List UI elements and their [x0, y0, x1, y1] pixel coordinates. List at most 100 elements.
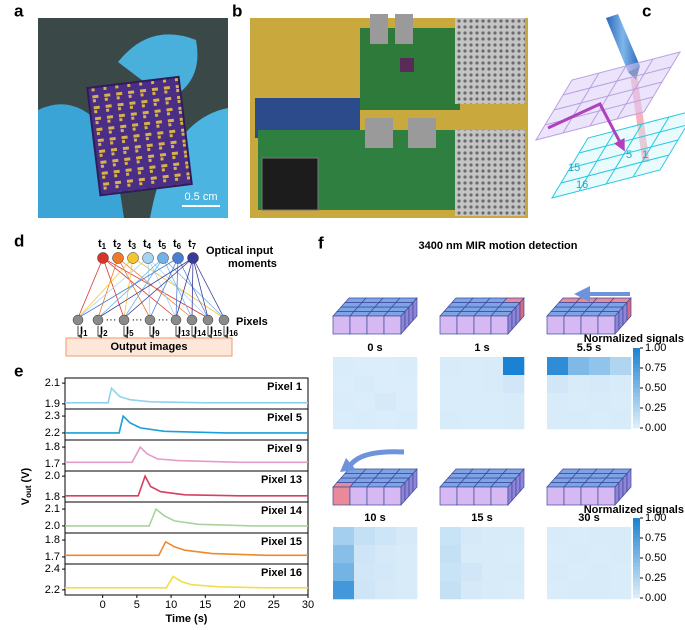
grid-line [616, 58, 654, 120]
heat-cell [589, 563, 611, 582]
heat-cell [461, 357, 483, 376]
colorbar-tick-label: 0.00 [645, 592, 666, 604]
cube-front-cell [546, 486, 565, 506]
moment-label-sub: 4 [147, 242, 152, 251]
pixels-label: Pixels [236, 316, 268, 328]
current-label-base: I [100, 325, 103, 337]
heat-cell [568, 375, 590, 394]
moment-label: t2 [113, 238, 122, 251]
pixel-dot [92, 314, 104, 326]
heat-cell [461, 545, 483, 564]
cube-front-cell [490, 315, 509, 335]
y-axis-label-base: V [20, 497, 32, 505]
photo-chip: 0.5 cm [38, 18, 228, 218]
output-box [65, 337, 233, 357]
link [162, 257, 193, 319]
colorbar-segment [633, 352, 640, 357]
heat-cell [375, 357, 397, 376]
heat-cell [396, 411, 418, 430]
heat-cell [610, 581, 632, 600]
heat-cell [589, 545, 611, 564]
cube-side-cell [412, 297, 418, 322]
colorbar-segment [633, 534, 640, 539]
y-tick-label: 1.7 [45, 551, 60, 563]
signal-line [65, 474, 308, 497]
heat-cell [461, 563, 483, 582]
colorbar-segment [633, 364, 640, 369]
heat-cell [589, 357, 611, 376]
heat-cell [610, 357, 632, 376]
signal-line [65, 507, 308, 527]
moment-label-base: t [143, 238, 147, 250]
x-tick-label: 30 [302, 599, 314, 611]
subplot-frame [64, 563, 309, 596]
heat-cell [482, 393, 504, 412]
cube-side-cell [412, 468, 418, 493]
heat-cell [568, 545, 590, 564]
x-tick-label: 25 [268, 599, 280, 611]
heat-cell [354, 393, 376, 412]
heat-cell [482, 411, 504, 430]
cube-front-cell [546, 315, 565, 335]
colorbar-tick-label: 0.00 [645, 422, 666, 434]
current-label: I16 [226, 325, 239, 338]
grid-line [562, 66, 672, 96]
heat-cell [333, 393, 355, 412]
cube-side-cell [404, 477, 410, 502]
current-label-sub: 15 [213, 329, 222, 338]
heat-cell [461, 375, 483, 394]
signal-line [65, 386, 308, 404]
current-label: I5 [126, 325, 134, 338]
y-tick-label: 1.8 [45, 491, 60, 503]
moment-label-sub: 5 [162, 242, 167, 251]
current-label: I13 [178, 325, 191, 338]
current-label-sub: 2 [103, 329, 108, 338]
cube-front-cell [332, 315, 351, 335]
cube-side-cell [400, 310, 406, 335]
x-tick-label: 0 [100, 599, 106, 611]
colorbar-segment [633, 404, 640, 409]
cube-side-cell [408, 472, 414, 497]
motion-arrow-head [340, 458, 356, 472]
heat-cell [440, 545, 462, 564]
cube-side-cell [626, 297, 632, 322]
heat-cell [354, 357, 376, 376]
x-tick-label: 5 [134, 599, 140, 611]
heat-cell [333, 411, 355, 430]
heat-cell [547, 393, 569, 412]
colorbar-segment [633, 412, 640, 417]
pixel-dot [186, 314, 198, 326]
link [97, 257, 119, 319]
panel-label: a [14, 1, 24, 20]
pixel-dot [144, 314, 156, 326]
cube-side-cell [507, 310, 513, 335]
moment-label: t3 [128, 238, 137, 251]
x-tick-label: 20 [233, 599, 245, 611]
colorbar-tick-label: 0.25 [645, 402, 666, 414]
y-tick-label: 1.8 [45, 534, 60, 546]
heat-cell [610, 393, 632, 412]
cube-front-cell [349, 486, 368, 506]
current-label: I15 [210, 325, 223, 338]
link [117, 257, 193, 319]
link [147, 257, 151, 319]
cube-front-cell [456, 486, 475, 506]
moment-label-base: t [158, 238, 162, 250]
cube-front-cell [332, 486, 351, 506]
link [175, 257, 194, 319]
link [147, 257, 209, 319]
heat-cell [610, 527, 632, 546]
link [123, 257, 194, 319]
heat-cell [503, 581, 525, 600]
colorbar-segment [633, 356, 640, 361]
heat-cell [440, 411, 462, 430]
signal-line [65, 575, 308, 589]
heat-cell [503, 375, 525, 394]
heat-cell [375, 527, 397, 546]
colorbar-segment [633, 400, 640, 405]
grid-line [578, 125, 685, 154]
colorbar-segment [633, 368, 640, 373]
heat-cell [375, 393, 397, 412]
cube-front-cell [597, 486, 616, 506]
moment-label: t7 [188, 238, 197, 251]
